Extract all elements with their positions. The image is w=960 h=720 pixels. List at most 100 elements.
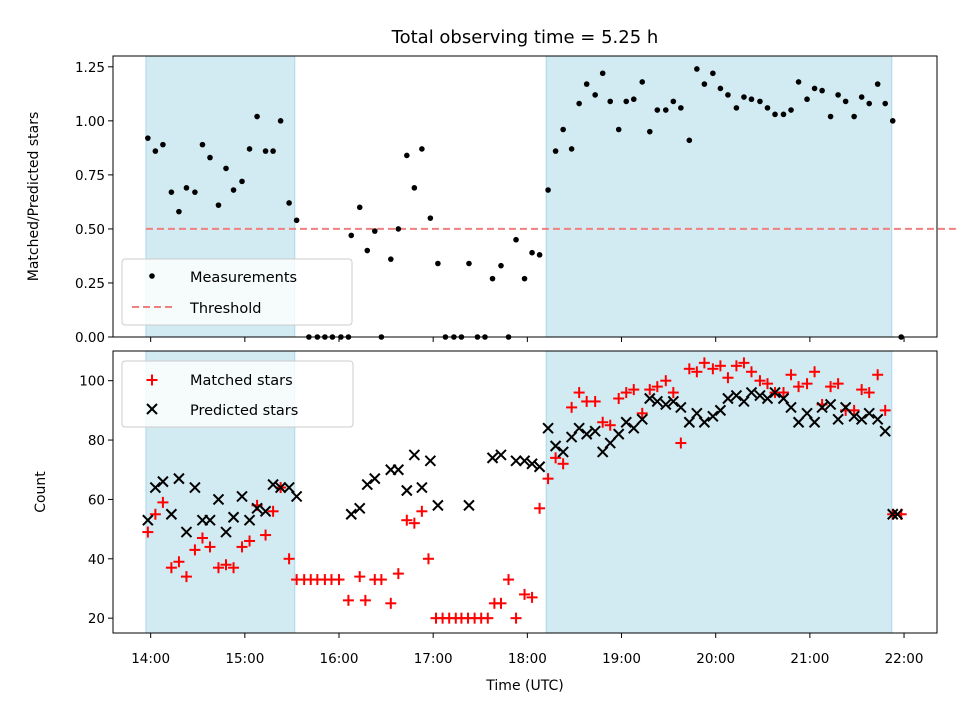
matched-stars-point xyxy=(342,594,354,606)
matched-stars-markers xyxy=(142,357,907,624)
predicted-stars-point xyxy=(891,508,904,520)
predicted-stars-point xyxy=(267,478,279,491)
ratio-legend-box xyxy=(121,258,353,326)
measurement-point xyxy=(176,208,182,215)
measurement-point xyxy=(795,79,802,85)
predicted-stars-point xyxy=(533,461,546,473)
predicted-stars-point xyxy=(416,481,428,494)
predicted-stars-point xyxy=(745,386,758,399)
ratio-panel-frame xyxy=(112,55,938,338)
matched-stars-point xyxy=(283,553,295,565)
matched-stars-point xyxy=(220,559,232,571)
measurement-point xyxy=(277,118,284,124)
predicted-stars-point xyxy=(290,490,303,503)
measurement-point xyxy=(701,81,708,87)
matched-stars-point xyxy=(778,387,790,399)
predicted-stars-point xyxy=(667,395,680,408)
y-tick-label: 0.25 xyxy=(75,276,105,292)
measurement-point xyxy=(710,70,716,77)
matched-stars-point xyxy=(660,375,672,387)
x-tick-label: 18:00 xyxy=(508,651,547,667)
predicted-stars-point xyxy=(863,407,875,420)
measurement-point xyxy=(662,107,669,113)
matched-stars-point xyxy=(212,562,224,574)
measurement-point xyxy=(404,152,410,159)
ratio-legend: Measurements Threshold xyxy=(121,258,353,326)
predicted-stars-point xyxy=(157,475,169,488)
measurement-point xyxy=(270,148,276,154)
x-axis-label: Time (UTC) xyxy=(485,678,563,694)
count-panel-ticks: 20 40 60 80 100 xyxy=(79,374,905,638)
predicted-stars-point xyxy=(149,481,162,494)
predicted-stars-point xyxy=(354,502,366,515)
predicted-stars-point xyxy=(369,472,381,485)
predicted-stars-point xyxy=(612,428,625,440)
measurement-point xyxy=(694,66,700,72)
matched-stars-point xyxy=(793,381,805,393)
matched-stars-point xyxy=(550,452,562,464)
matched-stars-point xyxy=(809,366,821,378)
matched-stars-point xyxy=(636,407,648,419)
measurement-point xyxy=(630,96,637,103)
matched-stars-point xyxy=(260,529,272,541)
measurement-point xyxy=(568,146,575,152)
shaded-interval xyxy=(545,55,893,338)
measurement-point xyxy=(239,178,245,185)
matched-stars-point xyxy=(761,378,773,390)
x-tick-label: 17:00 xyxy=(414,651,453,667)
matched-stars-point xyxy=(510,612,522,624)
x-tick-label: 14:00 xyxy=(131,651,170,667)
legend-matched-marker xyxy=(146,374,158,386)
predicted-stars-point xyxy=(636,413,648,425)
legend-predicted-marker xyxy=(146,403,158,415)
predicted-stars-point xyxy=(573,422,585,434)
y-tick-label: 0.50 xyxy=(75,222,105,238)
predicted-stars-point xyxy=(604,437,616,449)
legend-predicted-label: Predicted stars xyxy=(190,403,298,419)
measurement-point xyxy=(498,262,504,269)
matched-stars-point xyxy=(542,473,554,485)
measurement-point xyxy=(858,94,865,100)
matched-stars-point xyxy=(165,562,177,574)
x-tick-label: 21:00 xyxy=(790,651,829,667)
predicted-stars-point xyxy=(495,449,507,461)
matched-stars-point xyxy=(385,597,397,609)
predicted-stars-point xyxy=(855,413,868,425)
measurement-point xyxy=(804,96,810,103)
measurement-point xyxy=(192,189,198,195)
matched-stars-point xyxy=(180,571,192,583)
measurement-point xyxy=(411,185,418,191)
matched-stars-point xyxy=(157,496,169,508)
predicted-stars-point xyxy=(165,508,178,520)
measurement-point xyxy=(819,87,825,94)
x-tick-label: 19:00 xyxy=(602,651,641,667)
legend-matched-label: Matched stars xyxy=(190,373,293,389)
measurement-point xyxy=(788,107,794,113)
measurement-point xyxy=(757,98,763,105)
measurement-point xyxy=(646,128,653,135)
matched-stars-point xyxy=(644,384,656,396)
predicted-stars-point xyxy=(189,481,201,494)
measurement-point xyxy=(160,141,166,148)
matched-stars-point xyxy=(392,568,404,580)
measurement-point xyxy=(639,79,646,85)
measurement-point xyxy=(545,187,551,193)
count-panel-frame xyxy=(112,350,938,634)
matched-stars-point xyxy=(416,505,428,517)
matched-stars-point xyxy=(204,541,216,553)
predicted-stars-point xyxy=(580,428,593,440)
legend-plus-glyph xyxy=(146,374,158,386)
predicted-stars-point xyxy=(887,508,899,520)
predicted-stars-point xyxy=(785,401,797,414)
measurement-point xyxy=(230,187,237,193)
measurement-point xyxy=(199,141,206,148)
predicted-stars-point xyxy=(792,416,805,428)
measurement-point xyxy=(827,113,834,120)
matched-stars-point xyxy=(482,612,494,624)
measurement-point xyxy=(748,96,755,103)
measurement-point xyxy=(772,111,778,118)
matched-stars-point xyxy=(236,541,248,553)
measurement-point xyxy=(435,260,441,267)
predicted-stars-point xyxy=(212,493,225,506)
measurement-point xyxy=(882,100,889,107)
